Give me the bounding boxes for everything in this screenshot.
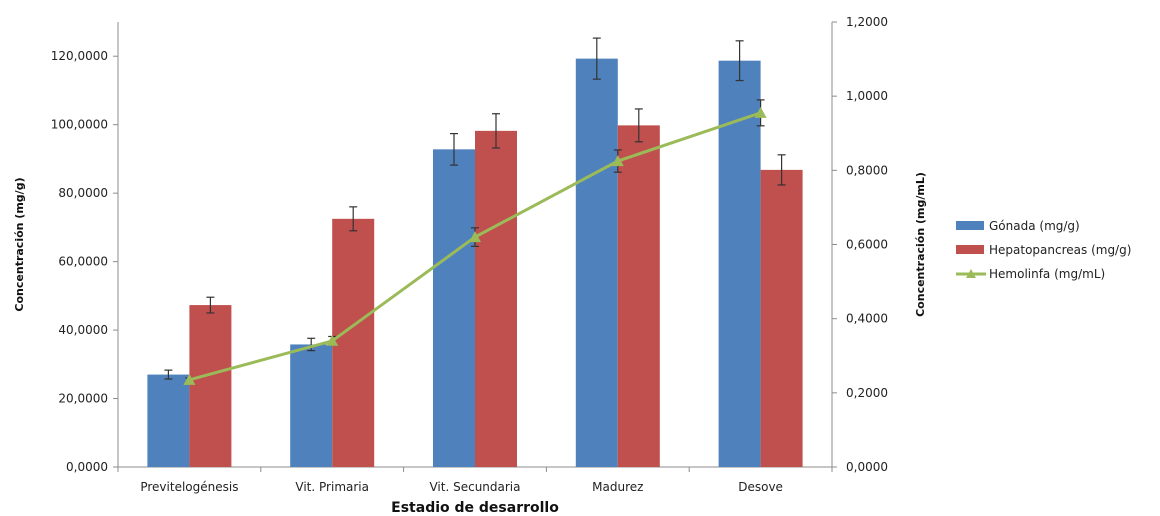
legend-label: Hemolinfa (mg/mL) [989,267,1105,281]
line-point [754,106,767,118]
left-tick-label: 80,0000 [58,186,108,200]
x-tick-label: Vit. Secundaria [429,480,520,494]
x-tick-label: Vit. Primaria [295,480,369,494]
legend-swatch [956,245,984,254]
bar [575,58,618,467]
y2-axis-title: Concentración (mg/mL) [914,172,927,317]
line-point [183,373,196,385]
bar [475,130,517,467]
bars [147,37,803,468]
bar [332,218,375,467]
right-tick-label: 0,8000 [846,163,888,177]
right-tick-label: 0,2000 [846,386,888,400]
legend: Gónada (mg/g) Hepatopancreas (mg/g) Hemoli… [956,219,1131,281]
x-tick-label: Madurez [592,480,643,494]
bar [433,149,475,468]
bar [718,60,761,467]
bar [760,169,803,467]
labels: 0,0000 20,0000 40,0000 60,0000 80,0000 100,00… [13,15,927,516]
bar [290,344,333,467]
line-point [469,231,481,243]
left-tick-label: 20,0000 [58,392,108,406]
line-series [183,99,767,385]
bar [189,305,232,467]
left-tick-label: 0,0000 [66,460,108,474]
right-tick-label: 0,0000 [846,460,888,474]
right-tick-label: 0,4000 [846,312,888,326]
right-tick-label: 0,6000 [846,238,888,252]
left-tick-label: 100,0000 [51,118,108,132]
line-point [611,155,624,167]
left-tick-label: 60,0000 [58,255,108,269]
legend-label: Gónada (mg/g) [989,219,1080,233]
x-tick-label: Previtelogénesis [140,480,238,494]
legend-swatch [956,221,984,230]
legend-marker [966,269,976,278]
y-axis-title: Concentración (mg/g) [13,177,26,311]
bar [617,125,660,467]
right-tick-label: 1,2000 [846,15,888,29]
left-tick-label: 40,0000 [58,323,108,337]
x-axis-title: Estadio de desarrollo [391,500,559,516]
right-tick-label: 1,0000 [846,89,888,103]
legend-label: Hepatopancreas (mg/g) [989,243,1131,257]
line-point [326,334,339,346]
left-tick-label: 120,0000 [51,49,108,63]
bar [147,374,190,467]
x-tick-label: Desove [738,480,783,494]
